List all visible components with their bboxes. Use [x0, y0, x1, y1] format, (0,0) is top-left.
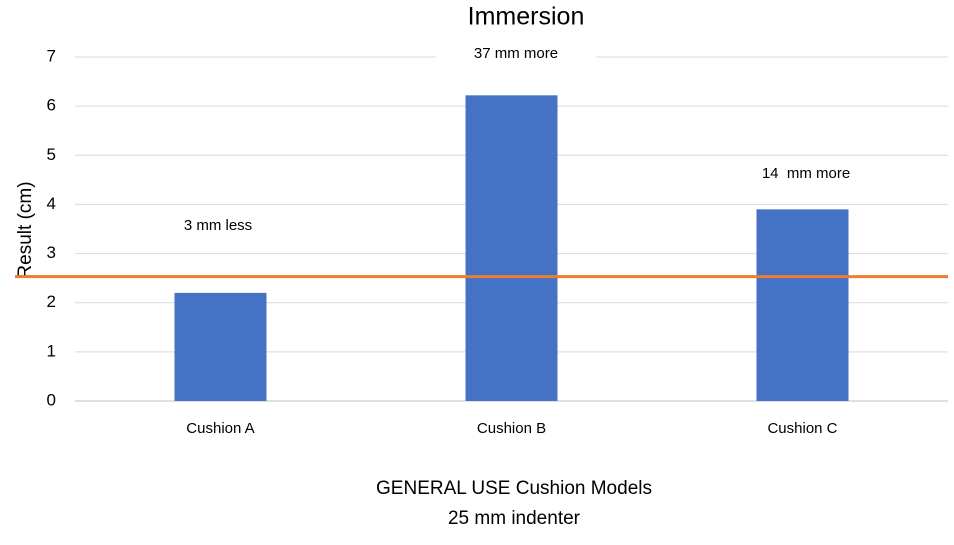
y-axis-title: Result (cm) [15, 181, 36, 278]
annotation-background [436, 40, 596, 68]
y-tick-label: 1 [47, 341, 56, 360]
annotation-background [726, 160, 886, 188]
y-tick-label: 7 [47, 46, 56, 65]
y-tick-label: 6 [47, 96, 56, 115]
bar [174, 292, 267, 401]
bar [756, 209, 849, 401]
bar [465, 95, 558, 402]
y-tick-label: 3 [47, 243, 56, 262]
y-tick-label: 0 [47, 390, 56, 409]
y-tick-label: 2 [47, 292, 56, 311]
annotation: 37 mm more [474, 45, 558, 62]
x-tick-label: Cushion B [477, 420, 546, 437]
annotation: 3 mm less [184, 217, 252, 234]
x-tick-label: Cushion C [767, 420, 837, 437]
y-tick-label: 5 [47, 145, 56, 164]
y-tick-label: 4 [47, 194, 56, 213]
chart-title: Immersion [468, 3, 585, 31]
annotation-background [138, 212, 298, 240]
x-axis-title: GENERAL USE Cushion Models [376, 478, 652, 499]
x-tick-label: Cushion A [186, 420, 254, 437]
x-axis-title: 25 mm indenter [448, 508, 581, 529]
annotation: 14 mm more [762, 165, 850, 182]
